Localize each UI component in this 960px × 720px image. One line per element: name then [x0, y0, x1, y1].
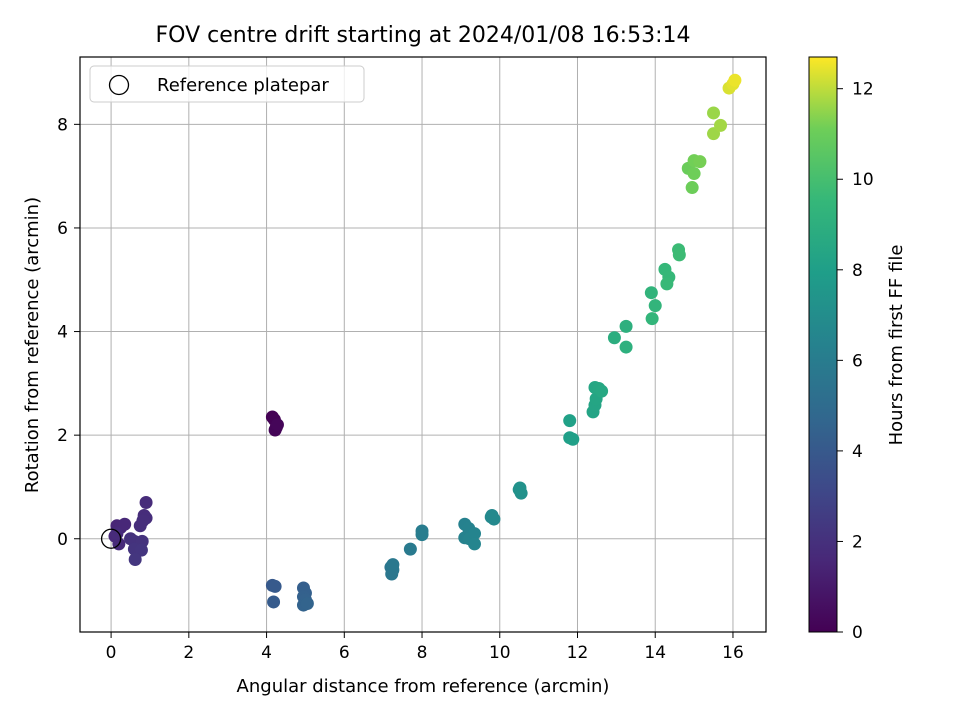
colorbar-tick-label: 0: [852, 623, 863, 643]
colorbar-tick-label: 8: [852, 261, 863, 281]
data-point: [685, 181, 699, 195]
data-point: [133, 519, 147, 533]
colorbar-ticks: 0 2 4 6 8 10 12: [837, 80, 874, 643]
legend-label: Reference platepar: [157, 75, 329, 96]
data-point: [728, 73, 742, 87]
y-axis-label: Rotation from reference (arcmin): [22, 197, 43, 493]
data-point: [707, 106, 721, 120]
x-tick-label: 16: [722, 643, 744, 663]
plot-frame: [79, 56, 767, 633]
y-tick-label: 0: [57, 530, 68, 550]
x-axis-label: Angular distance from reference (arcmin): [237, 676, 610, 697]
x-tick-label: 14: [644, 643, 666, 663]
legend: Reference platepar: [89, 65, 365, 103]
colorbar-tick-label: 6: [852, 351, 863, 371]
data-point: [386, 558, 400, 572]
data-point: [128, 552, 142, 566]
colorbar-tick-label: 12: [852, 80, 874, 100]
data-point: [513, 481, 527, 495]
x-tick-label: 10: [489, 643, 511, 663]
data-point: [672, 248, 686, 262]
legend-marker: [108, 74, 130, 96]
data-point: [660, 277, 674, 291]
data-point: [139, 495, 153, 509]
colorbar-label: Hours from first FF file: [886, 245, 907, 446]
data-point: [467, 537, 481, 551]
y-tick-label: 4: [57, 323, 68, 343]
reference-point-marker: [100, 528, 122, 549]
x-tick-label: 2: [183, 643, 194, 663]
x-tick-label: 0: [106, 643, 117, 663]
data-point: [268, 579, 282, 593]
colorbar-tick-label: 4: [852, 442, 863, 462]
data-point: [134, 543, 148, 557]
x-tick-label: 12: [567, 643, 589, 663]
data-point: [619, 319, 633, 333]
data-point: [300, 597, 314, 611]
data-point: [714, 118, 728, 132]
data-point: [607, 331, 621, 345]
data-point: [118, 517, 132, 531]
data-point: [645, 312, 659, 326]
data-point: [687, 167, 701, 181]
colorbar-tick-label: 10: [852, 170, 874, 190]
data-point: [563, 414, 577, 428]
data-point: [270, 418, 284, 432]
data-point: [484, 510, 498, 524]
y-axis-ticks: 0 2 4 6 8: [57, 115, 80, 550]
y-tick-label: 2: [57, 426, 68, 446]
x-tick-label: 4: [261, 643, 272, 663]
data-point: [644, 286, 658, 300]
colorbar: [808, 56, 838, 633]
x-axis-ticks: 0 2 4 6 8 10 12 14 16: [106, 632, 744, 663]
data-point: [566, 432, 580, 446]
chart-title: FOV centre drift starting at 2024/01/08 …: [156, 23, 691, 48]
data-point: [415, 528, 429, 542]
data-point: [467, 527, 481, 541]
data-point: [267, 595, 281, 609]
data-point: [693, 155, 707, 169]
data-point: [403, 542, 417, 556]
data-points: [100, 73, 742, 612]
x-tick-label: 6: [339, 643, 350, 663]
data-point: [648, 299, 662, 313]
data-point: [619, 340, 633, 354]
data-point: [595, 384, 609, 398]
y-tick-label: 8: [57, 115, 68, 135]
legend-box: [89, 65, 365, 103]
colorbar-tick-label: 2: [852, 532, 863, 552]
y-tick-label: 6: [57, 219, 68, 239]
x-tick-label: 8: [417, 643, 428, 663]
